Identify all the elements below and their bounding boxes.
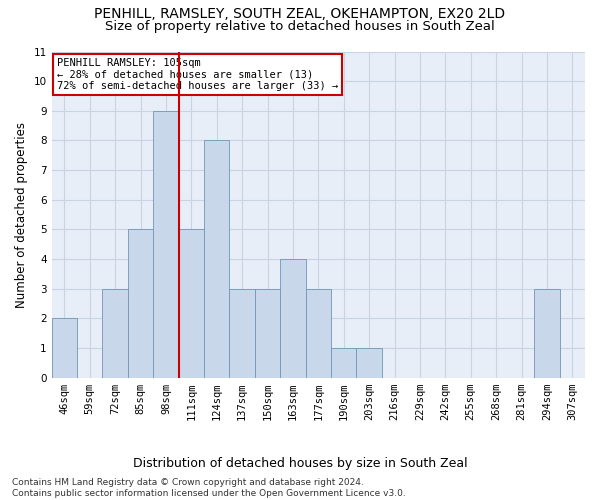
Bar xyxy=(229,288,255,378)
Bar xyxy=(204,140,229,378)
Bar xyxy=(179,230,204,378)
Text: PENHILL RAMSLEY: 105sqm
← 28% of detached houses are smaller (13)
72% of semi-de: PENHILL RAMSLEY: 105sqm ← 28% of detache… xyxy=(57,58,338,91)
Y-axis label: Number of detached properties: Number of detached properties xyxy=(15,122,28,308)
Bar xyxy=(331,348,356,378)
Bar xyxy=(128,230,153,378)
Bar xyxy=(305,288,331,378)
Text: PENHILL, RAMSLEY, SOUTH ZEAL, OKEHAMPTON, EX20 2LD: PENHILL, RAMSLEY, SOUTH ZEAL, OKEHAMPTON… xyxy=(94,8,506,22)
Bar xyxy=(153,111,179,378)
Bar xyxy=(255,288,280,378)
Bar xyxy=(103,288,128,378)
Bar xyxy=(356,348,382,378)
Bar xyxy=(52,318,77,378)
Text: Distribution of detached houses by size in South Zeal: Distribution of detached houses by size … xyxy=(133,458,467,470)
Text: Contains HM Land Registry data © Crown copyright and database right 2024.
Contai: Contains HM Land Registry data © Crown c… xyxy=(12,478,406,498)
Bar xyxy=(280,259,305,378)
Text: Size of property relative to detached houses in South Zeal: Size of property relative to detached ho… xyxy=(105,20,495,33)
Bar xyxy=(534,288,560,378)
